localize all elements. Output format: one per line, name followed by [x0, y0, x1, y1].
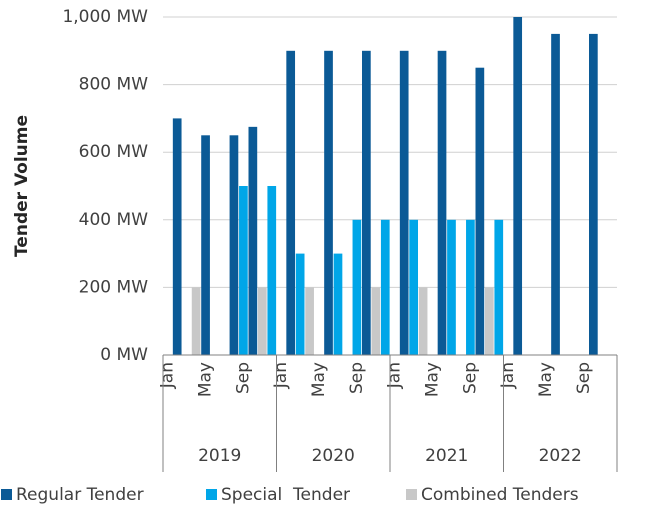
bar	[399, 50, 409, 356]
y-tick-label: 1,000 MW	[62, 7, 148, 27]
group-label: 2020	[312, 446, 355, 466]
group-label: 2022	[539, 446, 582, 466]
bar	[484, 287, 494, 355]
bar	[239, 186, 248, 355]
bar	[201, 135, 210, 355]
bar	[286, 50, 296, 356]
y-tick-label: 0 MW	[100, 345, 148, 365]
x-tick-label: Jan	[271, 362, 291, 389]
y-tick-label: 600 MW	[79, 142, 149, 162]
y-axis-title: Tender Volume	[12, 115, 32, 257]
bar	[305, 287, 314, 355]
bar	[418, 287, 428, 355]
x-tick-label: Sep	[460, 362, 480, 394]
bar	[551, 33, 560, 356]
bar	[409, 219, 418, 355]
bar	[589, 33, 598, 356]
x-tick-label: May	[309, 362, 329, 397]
legend-label: Regular Tender	[16, 485, 144, 505]
legend-swatch	[206, 489, 217, 500]
x-tick-label: May	[196, 362, 216, 397]
y-tick-label: 200 MW	[79, 277, 149, 297]
group-label: 2021	[425, 446, 468, 466]
bar	[248, 126, 258, 355]
group-label: 2019	[198, 446, 241, 466]
bar	[333, 253, 343, 355]
x-tick-label: Sep	[233, 362, 253, 394]
bar	[267, 186, 277, 355]
bar	[494, 219, 504, 355]
x-tick-label: Jan	[385, 362, 405, 389]
legend-label: Combined Tenders	[421, 485, 579, 505]
bar	[191, 287, 201, 355]
bar	[352, 219, 362, 355]
x-tick-label: Sep	[574, 362, 594, 394]
x-tick-label: Sep	[347, 362, 367, 394]
legend-label: Special Tender	[221, 485, 350, 505]
x-tick-label: May	[536, 362, 556, 397]
bar	[172, 118, 182, 356]
bar	[295, 253, 305, 355]
bar	[257, 287, 267, 355]
bar	[229, 135, 239, 355]
bar	[513, 17, 523, 355]
bar	[447, 219, 456, 355]
x-tick-label: May	[423, 362, 443, 397]
bar	[362, 50, 371, 356]
bar	[324, 50, 333, 356]
x-tick-label: Jan	[498, 362, 518, 389]
legend-swatch	[406, 489, 417, 500]
x-tick-label: Jan	[158, 362, 178, 389]
bar	[475, 67, 485, 355]
bar	[466, 219, 475, 355]
bar	[380, 219, 390, 355]
bar	[437, 50, 447, 356]
legend-swatch	[1, 489, 12, 500]
y-tick-label: 800 MW	[79, 75, 149, 95]
bar	[371, 287, 381, 355]
y-tick-label: 400 MW	[79, 210, 149, 230]
